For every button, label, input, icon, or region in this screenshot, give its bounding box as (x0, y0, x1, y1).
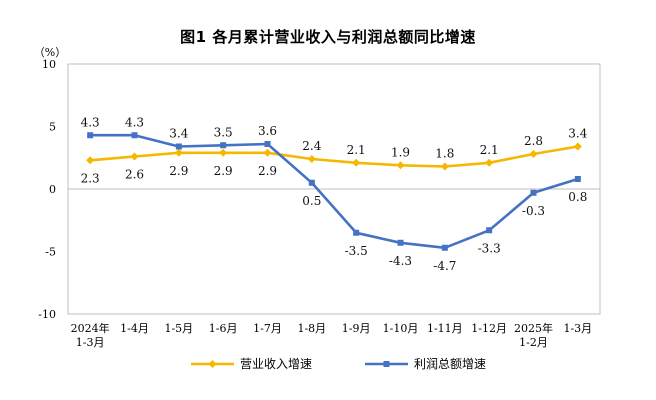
profit-point (486, 227, 493, 234)
chart-title: 图1 各月累计营业收入与利润总额同比增速 (180, 28, 476, 46)
y-tick-label: 10 (42, 58, 56, 71)
x-tick-label: 1-3月 (76, 336, 105, 349)
profit-data-label: -4.7 (433, 259, 456, 273)
revenue-point (485, 158, 494, 167)
x-tick-label: 1-10月 (383, 322, 419, 335)
x-tick-label: 1-9月 (342, 322, 371, 335)
y-tick-label: -5 (45, 246, 56, 259)
profit-series-line (90, 133, 579, 250)
revenue-data-label: 2.1 (480, 143, 499, 157)
x-tick-label: 2024年 (71, 321, 110, 335)
x-tick-label: 1-8月 (297, 322, 326, 335)
x-tick-label: 1-2月 (519, 336, 548, 349)
profit-data-label: 0.8 (568, 190, 587, 204)
profit-point (574, 176, 581, 182)
revenue-data-label: 2.4 (302, 139, 321, 153)
revenue-point (174, 148, 183, 157)
profit-data-label: 3.6 (258, 124, 277, 138)
profit-point (264, 141, 271, 147)
y-tick-label: 5 (49, 121, 56, 134)
legend-profit-label: 利润总额增速 (414, 357, 486, 371)
profit-data-label: 3.4 (169, 127, 188, 141)
revenue-data-label: 2.9 (258, 164, 277, 178)
profit-data-label: 4.3 (125, 115, 144, 129)
profit-data-label: 0.5 (302, 194, 321, 208)
profit-point (87, 132, 94, 139)
legend-revenue-marker (208, 360, 217, 368)
y-tick-label: -10 (38, 308, 56, 321)
profit-data-label: -0.3 (522, 204, 545, 218)
x-tick-label: 1-12月 (471, 322, 507, 335)
profit-data-label: -4.3 (389, 254, 412, 268)
profit-point (308, 179, 315, 186)
profit-point (131, 132, 138, 139)
profit-point (353, 229, 360, 236)
profit-data-label: -3.5 (345, 244, 368, 258)
revenue-data-label: 1.8 (435, 147, 454, 161)
revenue-point (440, 162, 449, 171)
revenue-data-label: 1.9 (391, 145, 410, 159)
revenue-data-label: 2.8 (524, 134, 543, 148)
legend-revenue-label: 营业收入增速 (240, 357, 312, 371)
revenue-data-label: 2.9 (214, 164, 233, 178)
revenue-point (307, 155, 316, 163)
revenue-point (396, 161, 405, 170)
x-tick-label: 1-7月 (253, 322, 282, 335)
revenue-point (263, 148, 272, 157)
x-tick-label: 1-4月 (120, 322, 149, 335)
profit-point (397, 239, 404, 246)
revenue-point (352, 158, 361, 167)
profit-point (175, 143, 182, 150)
x-tick-label: 1-6月 (209, 322, 238, 335)
revenue-point (573, 142, 582, 151)
profit-point (441, 244, 448, 251)
revenue-data-label: 2.3 (81, 171, 100, 185)
x-tick-label: 1-5月 (164, 322, 193, 335)
revenue-point (219, 148, 228, 157)
revenue-point (529, 150, 538, 158)
legend-profit-marker (383, 361, 390, 367)
y-tick-label: 0 (49, 183, 56, 196)
x-tick-label: 2025年 (514, 321, 553, 335)
profit-data-label: 4.3 (81, 115, 100, 129)
revenue-data-label: 3.4 (568, 127, 587, 141)
x-tick-label: 1-3月 (563, 322, 592, 335)
revenue-point (86, 156, 95, 165)
profit-point (530, 189, 537, 196)
revenue-data-label: 2.9 (169, 164, 188, 178)
profit-point (220, 142, 227, 149)
x-tick-label: 1-11月 (427, 322, 463, 335)
revenue-data-label: 2.1 (347, 143, 366, 157)
profit-data-label: 3.5 (214, 125, 233, 139)
y-axis-unit: （%） (34, 46, 66, 59)
revenue-series-line (90, 145, 579, 168)
revenue-point (130, 152, 139, 161)
profit-data-label: -3.3 (478, 241, 501, 255)
revenue-data-label: 2.6 (125, 168, 144, 182)
